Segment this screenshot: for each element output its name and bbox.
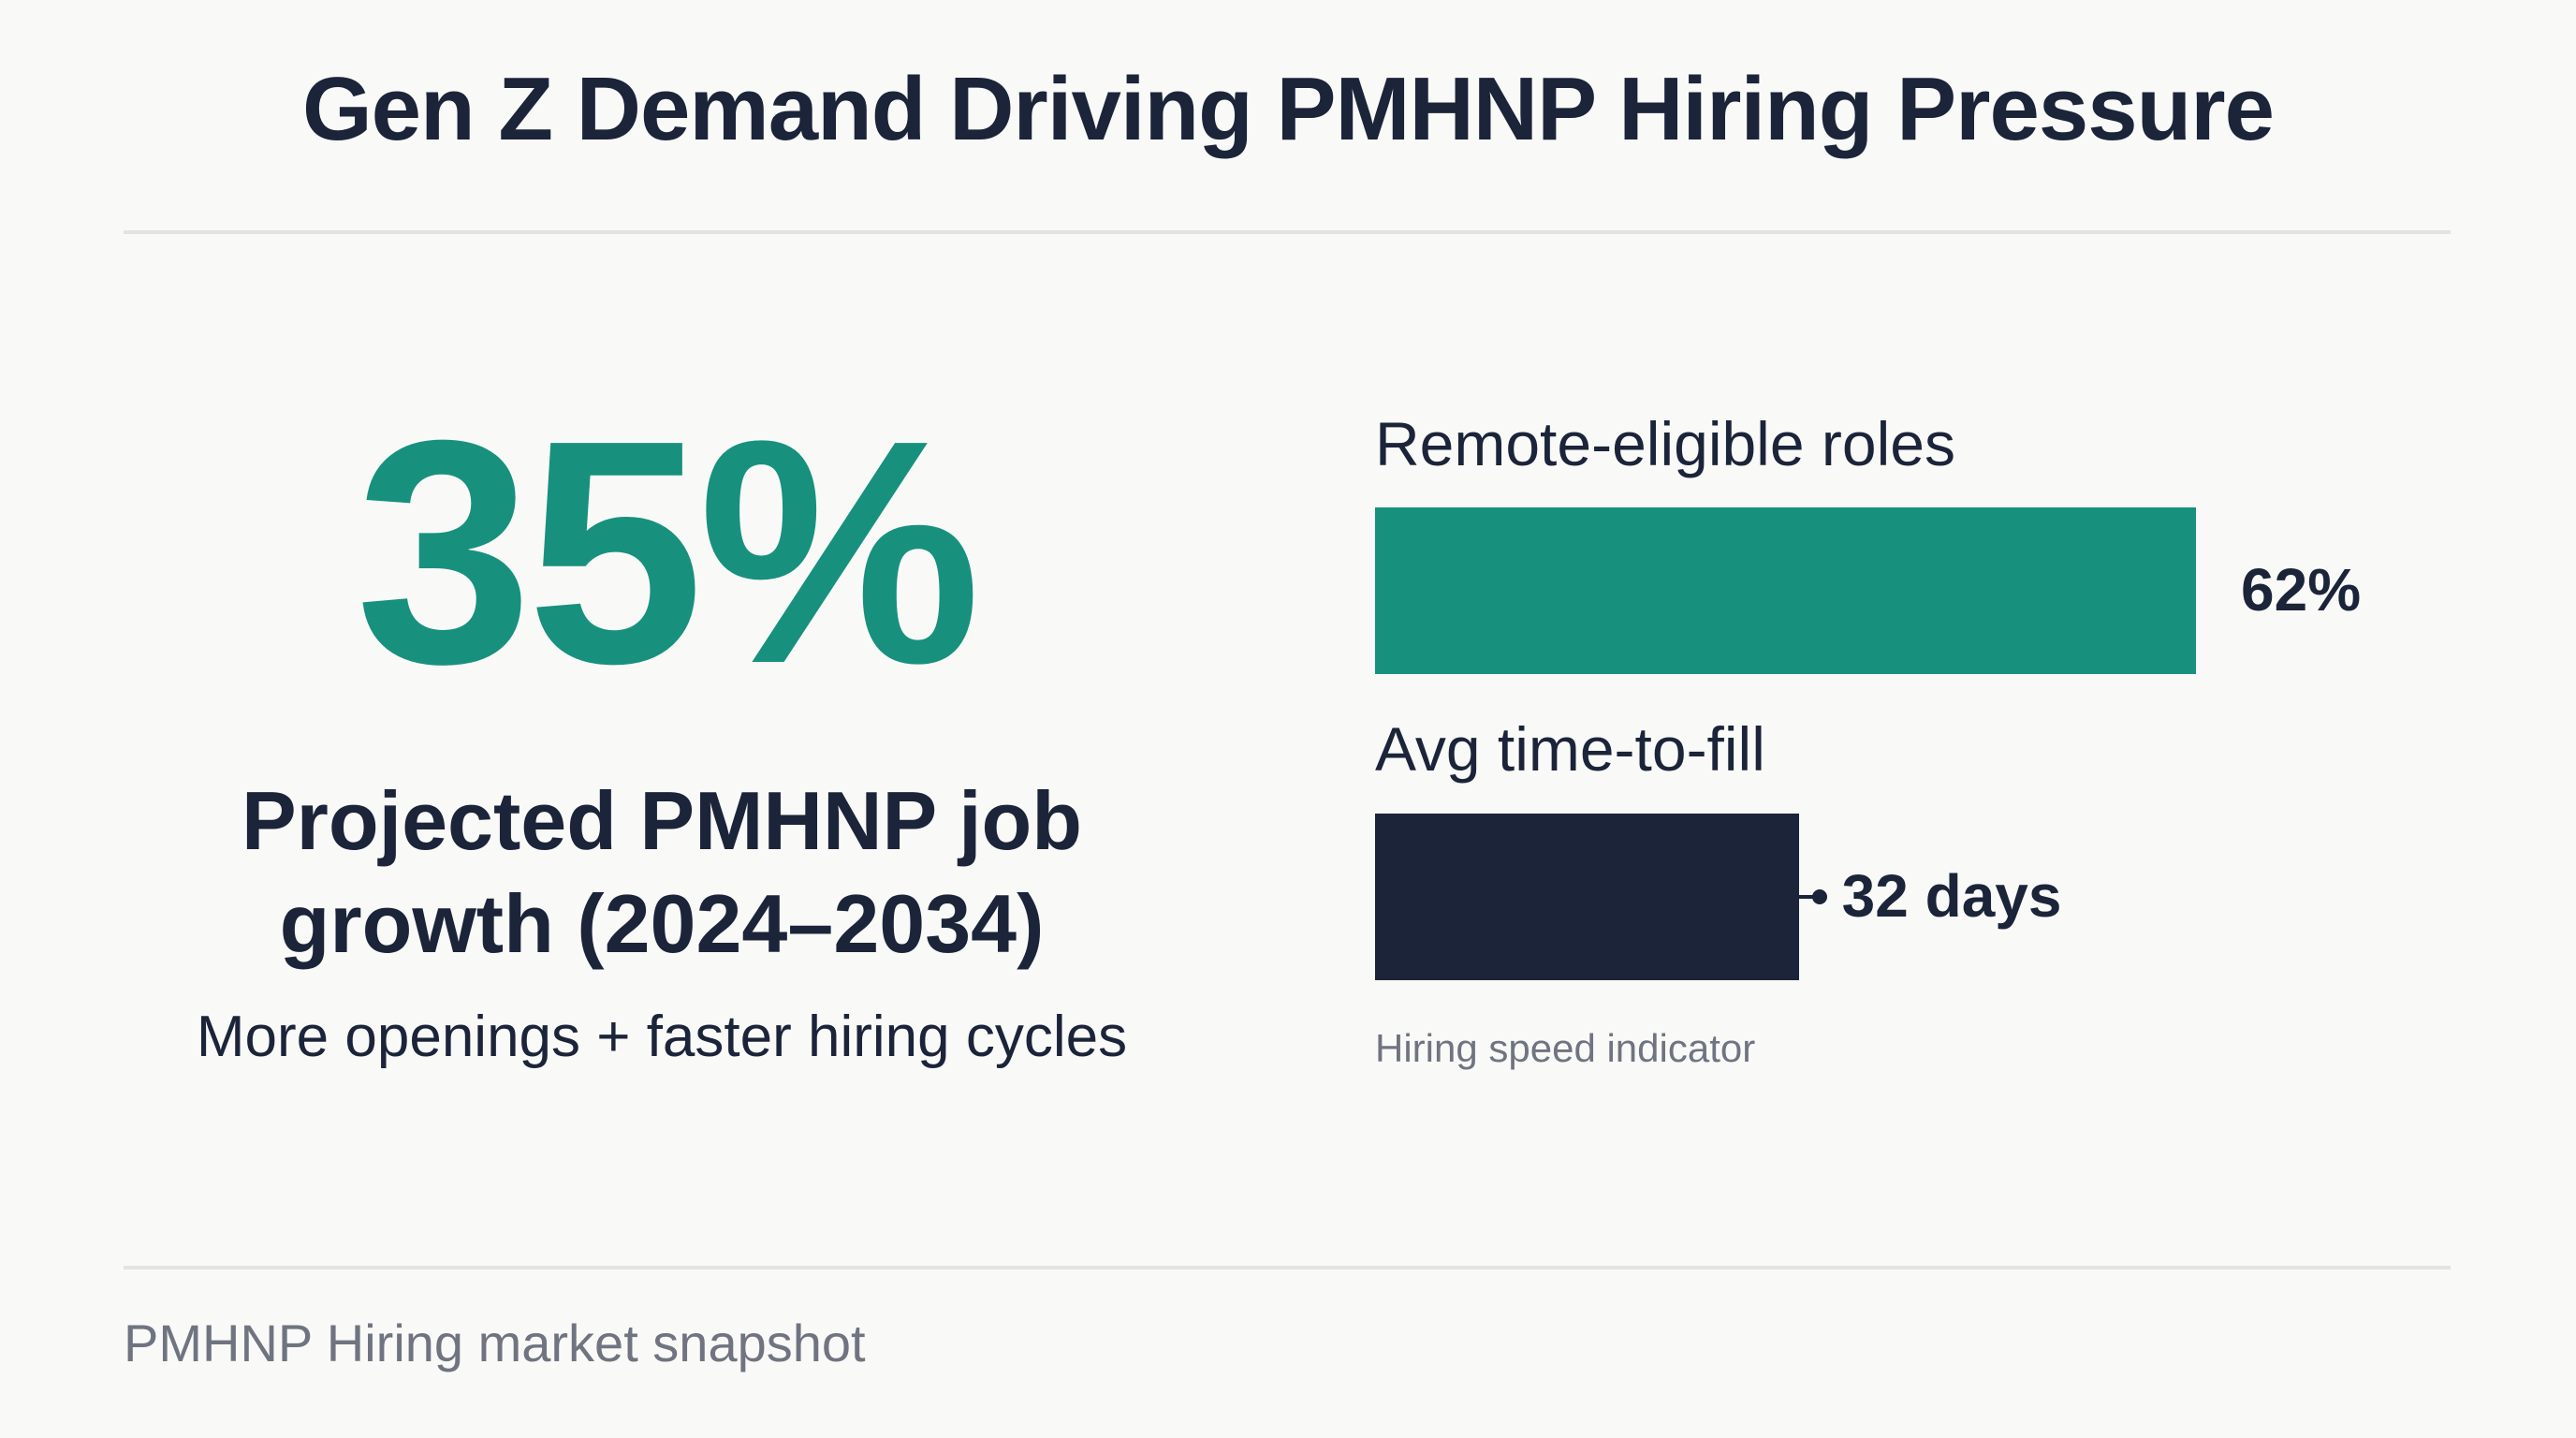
bar — [1375, 814, 1799, 980]
hero-sublabel: More openings + faster hiring cycles — [196, 1005, 1128, 1069]
bar-value-label: 32 days — [1841, 862, 2062, 930]
footer: PMHNP Hiring market snapshot — [124, 1313, 866, 1372]
divider — [124, 230, 2451, 234]
bar-name: Remote-eligible roles — [1375, 409, 1955, 478]
title: Gen Z Demand Driving PMHNP Hiring Pressu… — [301, 59, 2275, 159]
bar-name: Avg time-to-fill — [1375, 714, 1765, 784]
divider — [124, 1266, 2451, 1269]
connector-dot — [1811, 889, 1827, 904]
hero-value: 35% — [355, 374, 982, 730]
bars-note: Hiring speed indicator — [1375, 1026, 1756, 1070]
hero-label: Projected PMHNP job growth (2024–2034) — [241, 774, 1083, 970]
bar — [1375, 507, 2196, 674]
connector — [1798, 895, 1818, 899]
bar-value-label: 62% — [2241, 556, 2362, 624]
